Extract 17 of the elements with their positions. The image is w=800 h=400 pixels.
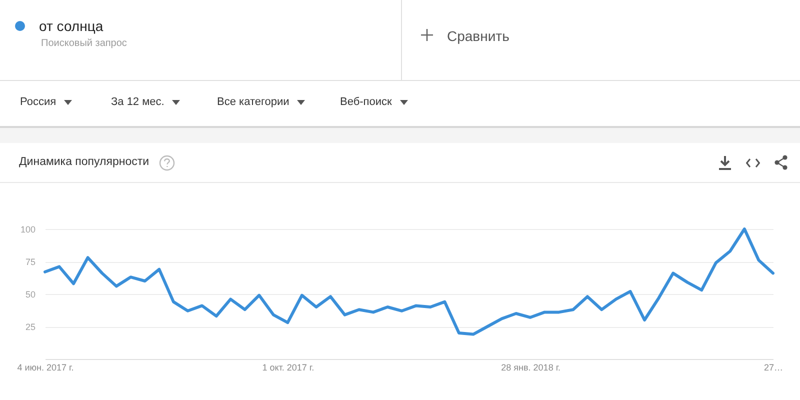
y-tick-label: 100 [20, 224, 36, 234]
text: Веб-поиск [340, 96, 392, 108]
text: Сравнить [447, 28, 510, 44]
x-tick-label: 1 окт. 2017 г. [262, 362, 314, 372]
y-tick-label: 50 [25, 290, 36, 300]
y-tick-label: 75 [25, 257, 36, 267]
text: Россия [20, 96, 56, 108]
chart-title: Динамика популярности [19, 156, 150, 168]
x-tick-label: 28 янв. 2018 г. [501, 362, 561, 372]
x-tick-label: 4 июн. 2017 г. [17, 362, 74, 372]
x-tick-label: 27… [764, 362, 784, 372]
legend-label: от солнца [39, 18, 104, 34]
text: Все категории [217, 96, 290, 108]
line-series [44, 228, 774, 336]
text: За 12 мес. [111, 96, 164, 108]
y-tick-label: 25 [25, 322, 36, 332]
text: Поисковый запрос [41, 38, 127, 49]
